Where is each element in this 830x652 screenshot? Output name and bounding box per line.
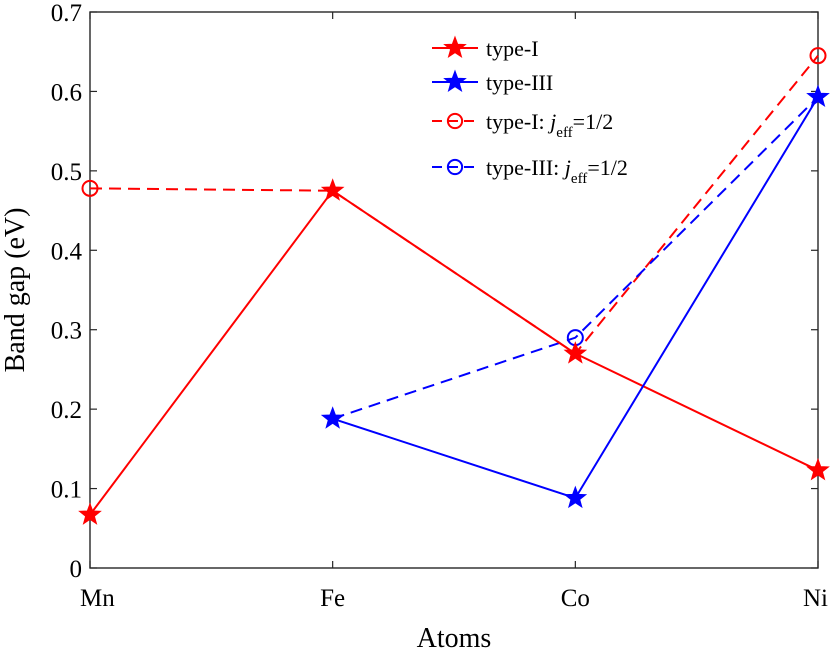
series-line [332, 96, 819, 420]
y-tick-label: 0.4 [51, 238, 83, 265]
y-tick-label: 0.7 [51, 0, 82, 27]
y-tick-label: 0.5 [51, 159, 82, 186]
plot-area [89, 11, 819, 569]
series-1 [320, 84, 830, 509]
legend-label: type-I: jeff=1/2 [486, 109, 613, 141]
legend: type-I type-III type-I: jeff=1/2 type-III: … [432, 35, 628, 187]
data-point-star [806, 84, 830, 108]
legend-swatch-marker [446, 158, 464, 176]
data-point-circle [809, 47, 827, 65]
y-tick-label: 0.2 [51, 397, 82, 424]
legend-label: type-III [486, 70, 553, 95]
x-tick-label: Co [561, 585, 590, 612]
data-point-star [563, 341, 588, 364]
x-tick-label: Ni [803, 585, 828, 612]
series-0 [78, 178, 830, 525]
x-tick-label: Mn [80, 585, 115, 612]
legend-label: type-III: jeff=1/2 [486, 155, 628, 187]
data-point-star [563, 485, 588, 509]
y-tick-label: 0.1 [51, 477, 82, 504]
y-axis: 0 0.1 0.2 0.3 0.4 0.5 0.6 0.7 [51, 0, 818, 583]
legend-swatch-marker [443, 35, 467, 59]
data-point-star [806, 457, 830, 481]
legend-entry: type-III: jeff=1/2 [432, 155, 628, 187]
x-tick-label: Fe [320, 585, 345, 612]
y-tick-label: 0 [70, 556, 83, 583]
x-axis-title: Atoms [417, 623, 492, 652]
legend-swatch-marker [443, 69, 467, 93]
legend-entry: type-I: jeff=1/2 [432, 109, 613, 141]
x-axis: Mn Fe Co Ni [80, 12, 828, 612]
y-tick-label: 0.3 [51, 318, 82, 345]
legend-entry: type-III [432, 69, 553, 95]
legend-swatch-marker [446, 112, 464, 130]
series-line [89, 189, 819, 516]
data-point-circle [81, 179, 99, 197]
series-layer [78, 47, 830, 525]
legend-label: type-I [486, 36, 539, 61]
y-tick-label: 0.6 [51, 79, 82, 106]
y-axis-title: Band gap (eV) [0, 208, 31, 373]
data-point-star [320, 406, 345, 429]
data-point-star [78, 502, 102, 525]
data-point-star [320, 178, 345, 201]
legend-entry: type-I [432, 35, 539, 61]
